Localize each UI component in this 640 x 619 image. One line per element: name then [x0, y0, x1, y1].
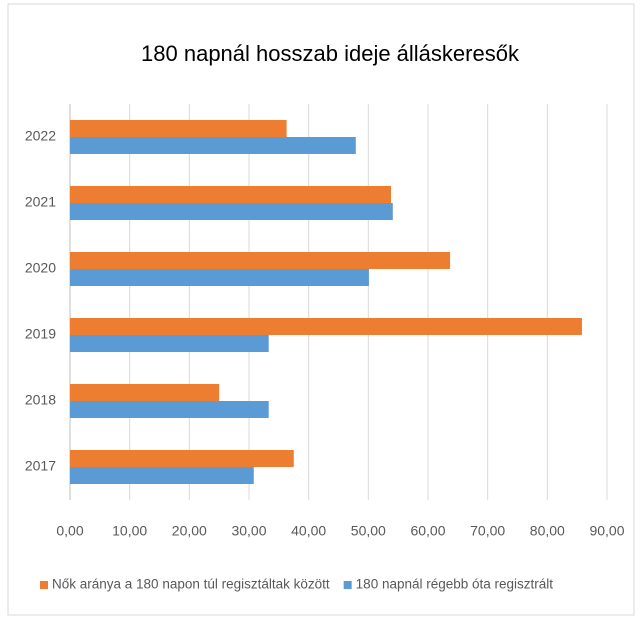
bar — [70, 318, 582, 335]
x-tick-label: 60,00 — [410, 523, 445, 539]
x-tick-label: 40,00 — [291, 523, 326, 539]
x-tick-label: 70,00 — [470, 523, 505, 539]
bar — [70, 120, 287, 137]
x-tick-label: 90,00 — [589, 523, 624, 539]
x-tick-label: 10,00 — [112, 523, 147, 539]
legend-swatch — [343, 581, 352, 589]
y-tick-label: 2019 — [25, 326, 56, 342]
x-tick-label: 20,00 — [172, 523, 207, 539]
y-tick-label: 2022 — [25, 128, 56, 144]
x-tick-label: 30,00 — [231, 523, 266, 539]
legend-label: Nők aránya a 180 napon túl regisztáltak … — [52, 577, 330, 592]
y-tick-label: 2020 — [25, 260, 56, 276]
y-tick-label: 2018 — [25, 392, 56, 408]
bar — [70, 335, 269, 352]
x-tick-label: 50,00 — [351, 523, 386, 539]
y-tick-label: 2021 — [25, 194, 56, 210]
bar — [70, 450, 294, 467]
bar — [70, 203, 393, 220]
bar — [70, 401, 269, 418]
bar — [70, 186, 392, 203]
chart-title: 180 napnál hosszab ideje álláskeresők — [141, 41, 520, 66]
bar — [70, 384, 220, 401]
bar — [70, 269, 369, 286]
bar — [70, 252, 451, 269]
x-tick-label: 80,00 — [530, 523, 565, 539]
bar — [70, 467, 254, 484]
chart-border — [7, 3, 635, 616]
bar — [70, 137, 356, 154]
y-tick-label: 2017 — [25, 458, 56, 474]
x-tick-label: 0,00 — [56, 523, 83, 539]
legend-swatch — [40, 581, 48, 589]
legend-label: 180 napnál régebb óta regisztrált — [356, 577, 554, 592]
